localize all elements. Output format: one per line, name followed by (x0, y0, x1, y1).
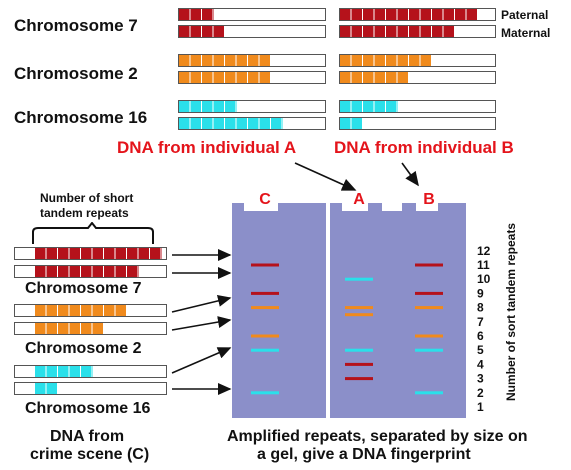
scale-tick-6: 6 (477, 329, 484, 343)
arrow-individual-b (401, 162, 419, 187)
lane-label-b: B (423, 191, 435, 208)
a-chr16-maternal-bar (178, 117, 326, 130)
gel-band-a-1 (345, 277, 373, 281)
a-chr2-paternal-bar (178, 54, 326, 67)
gel-caption-line2: a gel, give a DNA fingerprint (257, 446, 471, 463)
a-chr2-label: Chromosome 2 (14, 64, 138, 83)
gel-gap (326, 200, 330, 422)
c-chr7-label: Chromosome 7 (25, 280, 142, 297)
gel-band-c-4 (251, 334, 279, 338)
a-chr16-paternal-bar (178, 100, 326, 113)
arrow-c-chr2-paternal (171, 294, 232, 313)
b-chr16-maternal-bar (339, 117, 496, 130)
gel-band-b-4 (415, 334, 443, 338)
individual-b-caption: DNA from individual B (334, 138, 514, 157)
gel-band-c-2 (251, 291, 279, 295)
gel-caption-line1: Amplified repeats, separated by size on (227, 428, 528, 445)
c-chr7-paternal-bar (14, 247, 167, 260)
gel-band-c-3 (251, 306, 279, 310)
c-chr16-label: Chromosome 16 (25, 400, 151, 417)
a-chr2-maternal-bar (178, 71, 326, 84)
repeat-count-label-line2: tandem repeats (40, 206, 129, 220)
repeat-bracket (32, 222, 154, 244)
b-chr2-maternal-bar (339, 71, 496, 84)
crime-scene-caption-line2: crime scene (C) (30, 446, 150, 463)
lane-label-c: C (259, 191, 271, 208)
scale-tick-9: 9 (477, 286, 484, 300)
b-chr2-paternal-bar (339, 54, 496, 67)
b-chr7-paternal-bar (339, 8, 496, 21)
repeat-count-label-line1: Number of short (40, 191, 134, 205)
a-chr7-label: Chromosome 7 (14, 16, 138, 35)
scale-tick-11: 11 (477, 258, 490, 272)
gel-band-c-6 (251, 391, 279, 395)
gel-band-a-3 (345, 313, 373, 317)
a-chr7-maternal-bar (178, 25, 326, 38)
a-chr7-paternal-bar (178, 8, 326, 21)
gel-band-a-2 (345, 306, 373, 310)
gel-band-a-4 (345, 348, 373, 352)
scale-tick-4: 4 (477, 357, 484, 371)
scale-axis-label: Number of sort tandem repeats (504, 223, 518, 401)
c-chr2-paternal-bar (14, 304, 167, 317)
paternal-label: Paternal (501, 8, 549, 22)
arrow-individual-a (294, 162, 357, 191)
gel-band-b-1 (415, 263, 443, 267)
crime-scene-caption-line1: DNA from (50, 428, 125, 445)
c-chr16-paternal-bar (14, 365, 167, 378)
gel-block-right (330, 203, 466, 418)
lane-label-a: A (353, 191, 365, 208)
a-chr16-label: Chromosome 16 (14, 108, 148, 127)
c-chr2-maternal-bar (14, 322, 167, 335)
scale-tick-2: 2 (477, 386, 484, 400)
gel-band-c-5 (251, 348, 279, 352)
gel-band-b-5 (415, 348, 443, 352)
maternal-label: Maternal (501, 26, 551, 40)
gel-band-b-6 (415, 391, 443, 395)
arrow-c-chr2-maternal (171, 316, 232, 331)
scale-tick-8: 8 (477, 301, 484, 315)
c-chr2-label: Chromosome 2 (25, 340, 142, 357)
b-chr16-paternal-bar (339, 100, 496, 113)
scale-tick-5: 5 (477, 343, 484, 357)
c-chr7-maternal-bar (14, 265, 167, 278)
gel-band-b-3 (415, 306, 443, 310)
gel-band-c-1 (251, 263, 279, 267)
c-chr16-maternal-bar (14, 382, 167, 395)
gel-band-b-2 (415, 291, 443, 295)
gel-band-a-6 (345, 377, 373, 381)
b-chr7-maternal-bar (339, 25, 496, 38)
scale-tick-3: 3 (477, 372, 484, 386)
individual-a-caption: DNA from individual A (117, 138, 297, 157)
scale-tick-10: 10 (477, 272, 491, 286)
scale-tick-12: 12 (477, 244, 491, 258)
arrow-c-chr16-paternal (171, 347, 232, 374)
gel-block-left (232, 203, 326, 418)
gel-band-a-5 (345, 362, 373, 366)
scale-tick-7: 7 (477, 315, 484, 329)
scale-tick-1: 1 (477, 400, 484, 414)
